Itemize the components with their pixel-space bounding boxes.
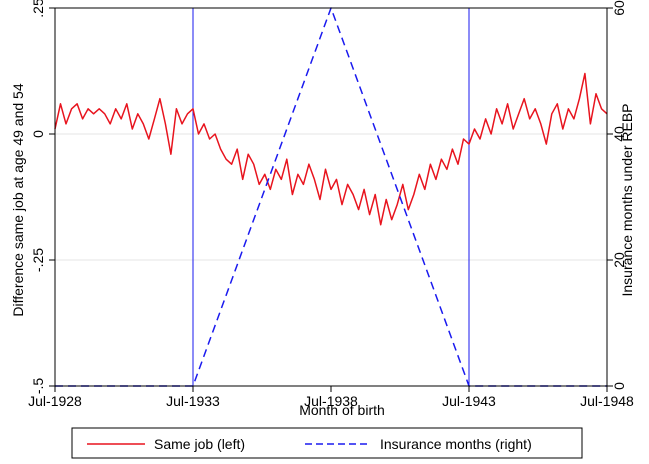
y-right-tick-label: 60	[611, 0, 627, 16]
y-left-tick-label: -.5	[30, 378, 46, 395]
x-tick-label: Jul-1933	[166, 393, 220, 409]
y-left-tick-label: 0	[30, 130, 46, 138]
axes: Jul-1928 Jul-1933 Jul-1938 Jul-1943 Jul-1948…	[28, 0, 634, 409]
series-line-same-job	[54, 72, 608, 226]
x-tick-label: Jul-1943	[442, 393, 496, 409]
y-axis-left-title: Difference same job at age 49 and 54	[10, 83, 26, 316]
legend: Same job (left) Insurance months (right)	[71, 427, 583, 459]
x-axis-title: Month of birth	[299, 402, 385, 418]
x-tick-label: Jul-1948	[580, 393, 634, 409]
x-tick-label: Jul-1938	[304, 393, 358, 409]
y-left-tick-label: -.25	[30, 248, 46, 272]
y-axis-right-title: Insurance months under REBP	[619, 104, 635, 297]
reference-lines	[192, 8, 470, 386]
y-left-tick-label: .25	[30, 0, 46, 18]
x-tick-label: Jul-1928	[28, 393, 82, 409]
legend-label-insurance-months: Insurance months (right)	[380, 436, 532, 452]
y-right-tick-label: 40	[611, 126, 627, 142]
y-right-tick-label: 20	[611, 252, 627, 268]
legend-label-same-job: Same job (left)	[154, 436, 245, 452]
y-right-tick-label: 0	[611, 382, 627, 390]
legend-box	[71, 427, 583, 459]
